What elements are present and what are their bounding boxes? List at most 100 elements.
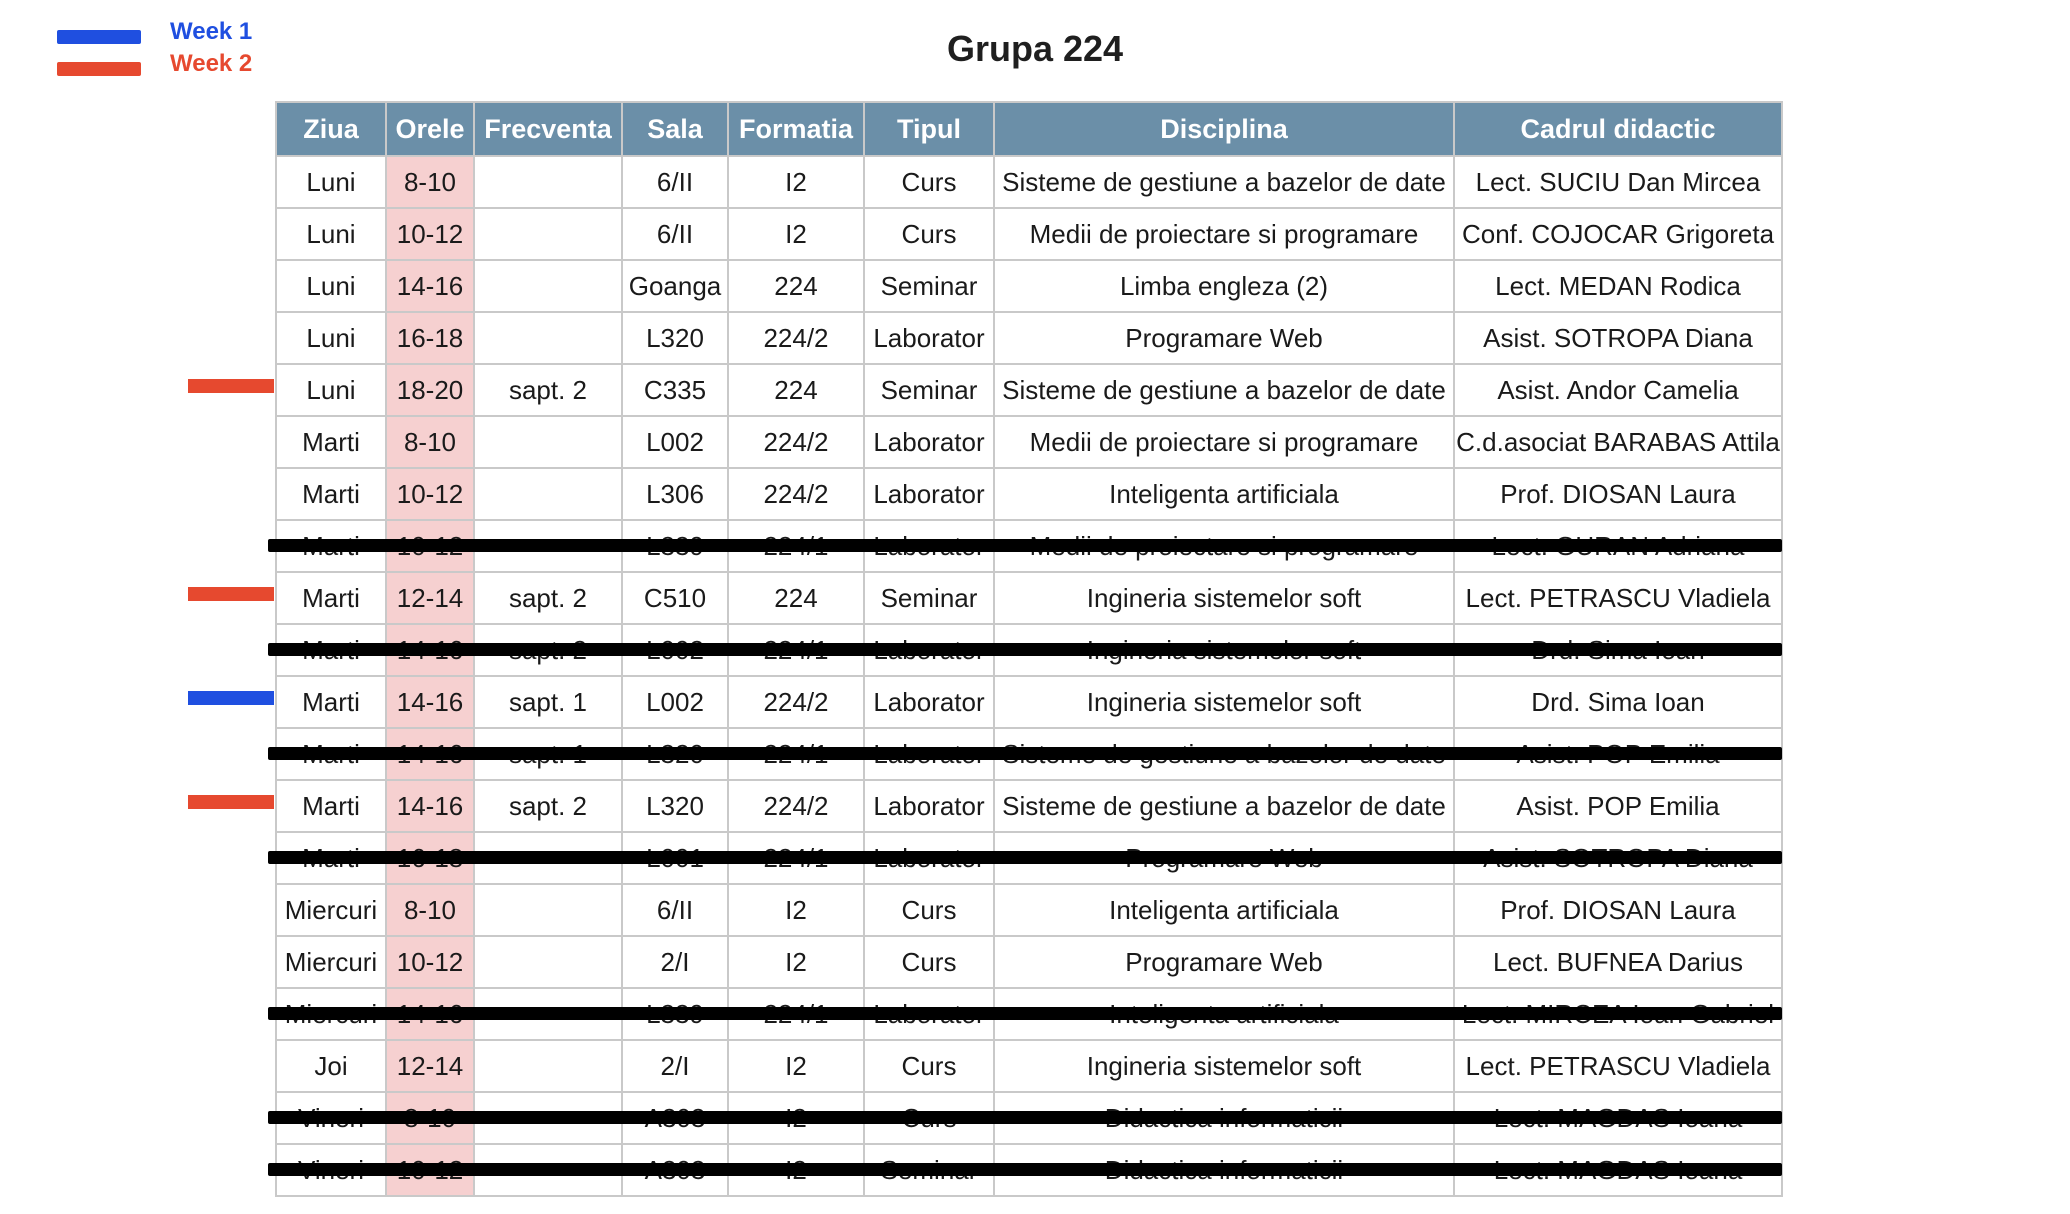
cell-frecventa: sapt. 2 — [473, 363, 623, 417]
cell-sala[interactable]: L002 — [621, 675, 729, 729]
table-row: Marti 8-10 L002 224/2 Laborator Medii de proi… — [275, 415, 1783, 469]
cell-cadru[interactable]: Asist. POP Emilia — [1453, 779, 1783, 833]
legend-item-week1: Week 1 — [55, 18, 355, 50]
cell-disciplina[interactable]: Sisteme de gestiune a bazelor de date — [993, 363, 1455, 417]
table-row: Marti 14-16 sapt. 1 L002 224/2 Laborator Ingin… — [275, 675, 1783, 729]
cell-disciplina[interactable]: Programare Web — [993, 935, 1455, 989]
cell-cadru[interactable]: Lect. PETRASCU Vladiela — [1453, 1039, 1783, 1093]
cell-cadru[interactable]: Prof. DIOSAN Laura — [1453, 467, 1783, 521]
header-formatia: Formatia — [727, 101, 865, 157]
cell-frecventa — [473, 415, 623, 469]
strike-line — [268, 747, 1782, 760]
cell-cadru[interactable]: Lect. MEDAN Rodica — [1453, 259, 1783, 313]
cell-sala[interactable]: 2/I — [621, 1039, 729, 1093]
week-marker-week2 — [188, 795, 274, 809]
cell-formatia: 224/2 — [727, 779, 865, 833]
cell-disciplina[interactable]: Programare Web — [993, 311, 1455, 365]
cell-disciplina[interactable]: Inteligenta artificiala — [993, 883, 1455, 937]
cell-cadru[interactable]: Conf. COJOCAR Grigoreta — [1453, 207, 1783, 261]
cell-ziua: Marti — [275, 571, 387, 625]
cell-cadru[interactable]: Asist. SOTROPA Diana — [1453, 311, 1783, 365]
cell-tipul: Laborator — [863, 779, 995, 833]
legend-label-week2: Week 2 — [170, 50, 253, 77]
week-marker-week1 — [188, 691, 274, 705]
cell-disciplina[interactable]: Medii de proiectare si programare — [993, 519, 1455, 573]
cell-sala[interactable]: L002 — [621, 415, 729, 469]
cell-sala[interactable]: C335 — [621, 363, 729, 417]
cell-disciplina[interactable]: Medii de proiectare si programare — [993, 415, 1455, 469]
cell-orele: 10-12 — [385, 467, 475, 521]
cell-disciplina[interactable]: Limba engleza (2) — [993, 259, 1455, 313]
cell-disciplina[interactable]: Inteligenta artificiala — [993, 467, 1455, 521]
cell-ziua: Marti — [275, 675, 387, 729]
strike-line — [268, 539, 1782, 552]
cell-formatia: 224 — [727, 363, 865, 417]
cell-frecventa: sapt. 2 — [473, 571, 623, 625]
page-title: Grupa 224 — [946, 28, 1124, 69]
cell-disciplina[interactable]: Sisteme de gestiune a bazelor de date — [993, 155, 1455, 209]
cell-cadru[interactable]: Drd. Sima Ioan — [1453, 675, 1783, 729]
cell-sala[interactable]: 6/II — [621, 883, 729, 937]
cell-orele: 10-12 — [385, 935, 475, 989]
cell-sala[interactable]: 2/I — [621, 935, 729, 989]
cell-sala[interactable]: L320 — [621, 311, 729, 365]
cell-frecventa — [473, 207, 623, 261]
cell-ziua: Luni — [275, 311, 387, 365]
cell-formatia: I2 — [727, 883, 865, 937]
strike-line — [268, 1007, 1782, 1020]
cell-formatia: 224/2 — [727, 675, 865, 729]
table-header-row: Ziua Orele Frecventa Sala Formatia Tipul… — [275, 101, 1783, 157]
cell-cadru[interactable]: Lect. BUFNEA Darius — [1453, 935, 1783, 989]
cell-sala[interactable]: Goanga — [621, 259, 729, 313]
cell-sala[interactable]: 6/II — [621, 155, 729, 209]
table-row: Luni 18-20 sapt. 2 C335 224 Seminar Sisteme de… — [275, 363, 1783, 417]
cell-ziua: Miercuri — [275, 935, 387, 989]
header-cadru-didactic: Cadrul didactic — [1453, 101, 1783, 157]
cell-frecventa — [473, 259, 623, 313]
cell-sala[interactable]: C510 — [621, 571, 729, 625]
table-row: Luni 10-12 6/II I2 Curs Medii de proiectare s… — [275, 207, 1783, 261]
table-row: Joi 12-14 2/I I2 Curs Ingineria sistemelor so… — [275, 1039, 1783, 1093]
cell-sala[interactable]: L320 — [621, 779, 729, 833]
cell-formatia: 224/2 — [727, 415, 865, 469]
cell-orele: 12-14 — [385, 1039, 475, 1093]
cell-sala[interactable]: 6/II — [621, 207, 729, 261]
table-row: Luni 14-16 Goanga 224 Seminar Limba engleza (… — [275, 259, 1783, 313]
cell-cadru[interactable]: Lect. PETRASCU Vladiela — [1453, 571, 1783, 625]
cell-disciplina[interactable]: Ingineria sistemelor soft — [993, 571, 1455, 625]
cell-cadru[interactable]: Prof. DIOSAN Laura — [1453, 883, 1783, 937]
cell-tipul: Seminar — [863, 571, 995, 625]
cell-orele: 16-18 — [385, 311, 475, 365]
table-row: Miercuri 10-12 2/I I2 Curs Programare Web Lect… — [275, 935, 1783, 989]
cell-ziua: Luni — [275, 155, 387, 209]
cell-ziua: Luni — [275, 259, 387, 313]
cell-orele: 14-16 — [385, 259, 475, 313]
cell-tipul: Seminar — [863, 259, 995, 313]
cell-disciplina[interactable]: Sisteme de gestiune a bazelor de date — [993, 779, 1455, 833]
cell-frecventa: sapt. 2 — [473, 779, 623, 833]
cell-cadru[interactable]: Asist. Andor Camelia — [1453, 363, 1783, 417]
cell-tipul: Curs — [863, 935, 995, 989]
cell-formatia: I2 — [727, 207, 865, 261]
cell-orele: 14-16 — [385, 675, 475, 729]
cell-formatia: 224 — [727, 571, 865, 625]
cell-orele: 18-20 — [385, 363, 475, 417]
header-sala: Sala — [621, 101, 729, 157]
cell-sala[interactable]: L306 — [621, 467, 729, 521]
cell-tipul: Laborator — [863, 467, 995, 521]
cell-tipul: Curs — [863, 1039, 995, 1093]
table-row: Luni 16-18 L320 224/2 Laborator Programare We… — [275, 311, 1783, 365]
cell-tipul: Laborator — [863, 675, 995, 729]
cell-ziua: Luni — [275, 363, 387, 417]
cell-frecventa — [473, 935, 623, 989]
cell-disciplina[interactable]: Medii de proiectare si programare — [993, 207, 1455, 261]
strike-line — [268, 1111, 1782, 1124]
cell-disciplina[interactable]: Ingineria sistemelor soft — [993, 1039, 1455, 1093]
cell-frecventa: sapt. 1 — [473, 675, 623, 729]
cell-disciplina[interactable]: Ingineria sistemelor soft — [993, 675, 1455, 729]
cell-frecventa — [473, 155, 623, 209]
cell-ziua: Marti — [275, 779, 387, 833]
week-marker-week2 — [188, 379, 274, 393]
cell-cadru[interactable]: Lect. SUCIU Dan Mircea — [1453, 155, 1783, 209]
cell-cadru[interactable]: C.d.asociat BARABAS Attila — [1453, 415, 1783, 469]
